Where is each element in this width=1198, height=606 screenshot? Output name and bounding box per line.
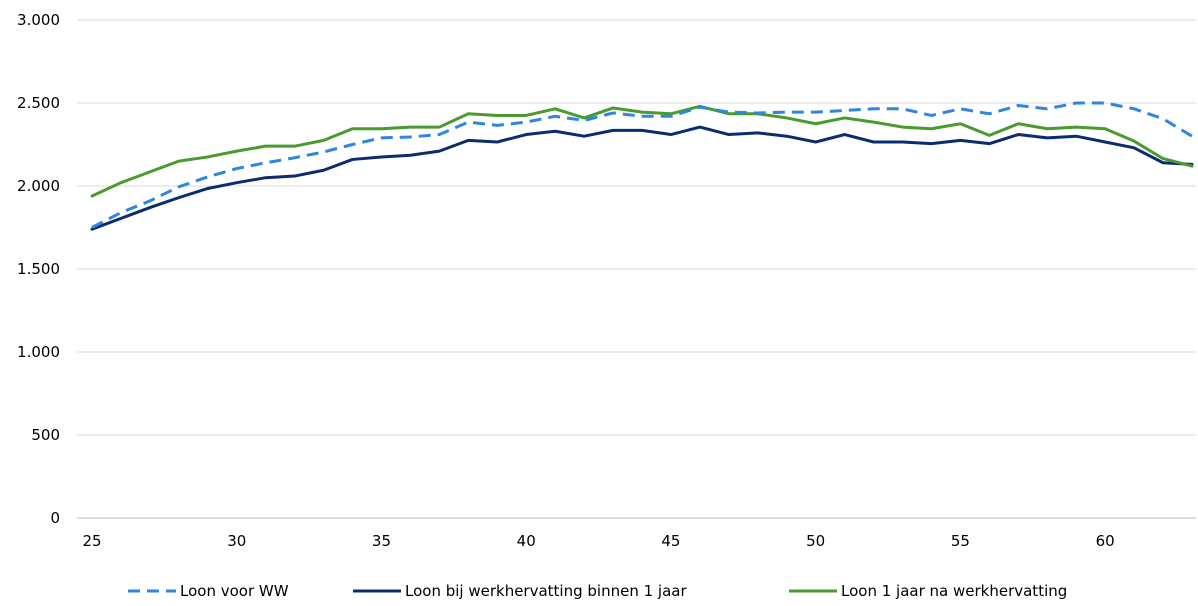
y-axis-ticks: 0 500 1.000 1.500 2.000 2.500 3.000 [17, 11, 60, 527]
x-tick-label: 50 [806, 532, 825, 550]
series-line-1 [91, 101, 1193, 229]
y-tick-label: 2.000 [17, 177, 60, 195]
x-tick-label: 60 [1096, 532, 1115, 550]
series-line-3 [90, 104, 1194, 198]
x-axis-ticks: 25 30 35 40 45 50 55 60 [82, 532, 1114, 550]
legend-label-3: Loon 1 jaar na werkhervatting [841, 582, 1067, 600]
legend: Loon voor WW Loon bij werkhervatting binn… [128, 582, 1067, 600]
y-tick-label: 500 [31, 426, 60, 444]
y-tick-label: 3.000 [17, 11, 60, 29]
series-line-2 [90, 125, 1194, 231]
x-tick-label: 35 [372, 532, 391, 550]
x-tick-label: 40 [517, 532, 536, 550]
y-tick-label: 0 [50, 509, 60, 527]
series-lines [90, 101, 1194, 231]
y-tick-label: 1.000 [17, 343, 60, 361]
x-tick-label: 30 [227, 532, 246, 550]
x-tick-label: 55 [951, 532, 970, 550]
y-tick-label: 2.500 [17, 94, 60, 112]
gridlines [77, 19, 1196, 519]
legend-label-1: Loon voor WW [180, 582, 289, 600]
y-tick-label: 1.500 [17, 260, 60, 278]
x-tick-label: 45 [661, 532, 680, 550]
x-tick-label: 25 [82, 532, 101, 550]
legend-label-2: Loon bij werkhervatting binnen 1 jaar [405, 582, 687, 600]
